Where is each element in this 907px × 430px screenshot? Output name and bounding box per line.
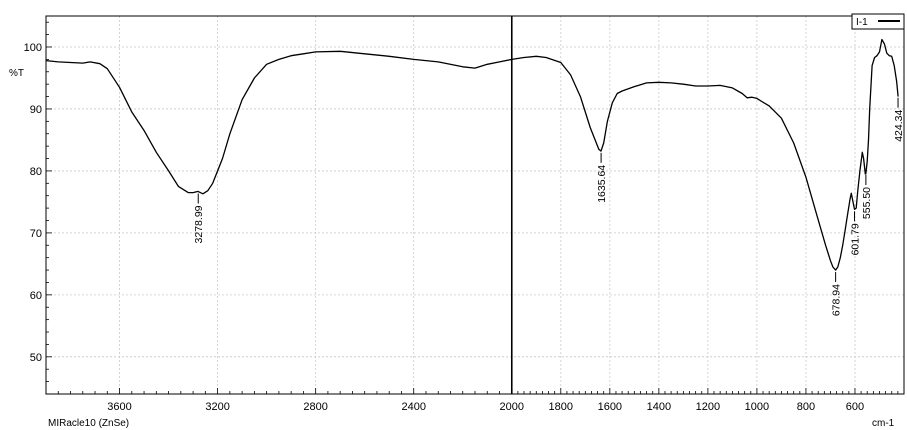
peak-label: 601.79 <box>850 223 862 255</box>
peak-markers: 3278.99 1635.64 678.94 601.79 555.50 424.34 <box>193 97 905 316</box>
y-ticks: 50 60 70 80 90 100 <box>24 21 52 383</box>
x-tick-label: 2800 <box>303 401 327 413</box>
peak-marker: 601.79 <box>850 211 862 255</box>
grid <box>46 16 904 394</box>
peak-marker: 678.94 <box>831 272 843 316</box>
peak-marker: 3278.99 <box>193 193 205 243</box>
x-axis-unit-label: cm-1 <box>872 418 895 429</box>
y-tick-label: 50 <box>30 352 42 364</box>
x-tick-label: 600 <box>846 401 864 413</box>
y-axis-label: %T <box>9 68 24 79</box>
x-tick-label: 2400 <box>401 401 425 413</box>
x-tick-label: 3600 <box>107 401 131 413</box>
y-tick-label: 100 <box>24 42 42 54</box>
x-tick-label: 1800 <box>549 401 573 413</box>
legend: I-1 <box>851 13 905 30</box>
y-tick-label: 70 <box>30 228 42 240</box>
x-tick-label: 3200 <box>205 401 229 413</box>
y-tick-label: 60 <box>30 290 42 302</box>
peak-label: 3278.99 <box>193 205 205 243</box>
instrument-label: MIRacle10 (ZnSe) <box>48 418 129 429</box>
y-tick-label: 90 <box>30 104 42 116</box>
x-tick-label: 2000 <box>500 401 524 413</box>
peak-label: 1635.64 <box>596 165 608 203</box>
y-tick-label: 80 <box>30 166 42 178</box>
peak-label: 678.94 <box>831 284 843 316</box>
legend-entry-label: I-1 <box>856 17 868 28</box>
peak-marker: 555.50 <box>861 174 873 219</box>
x-tick-label: 1200 <box>696 401 720 413</box>
x-tick-label: 1600 <box>598 401 622 413</box>
peak-marker: 1635.64 <box>596 152 608 203</box>
peak-label: 424.34 <box>893 110 905 142</box>
peak-marker: 424.34 <box>893 97 905 142</box>
x-tick-label: 1000 <box>745 401 769 413</box>
x-tick-label: 800 <box>797 401 815 413</box>
x-ticks: 3600 3200 2800 2400 2000 1800 1600 1400 1200 1000… <box>57 388 899 413</box>
x-tick-label: 1400 <box>647 401 671 413</box>
peak-label: 555.50 <box>861 187 873 219</box>
series-line-i-1 <box>45 38 899 271</box>
plot-frame <box>45 15 905 395</box>
